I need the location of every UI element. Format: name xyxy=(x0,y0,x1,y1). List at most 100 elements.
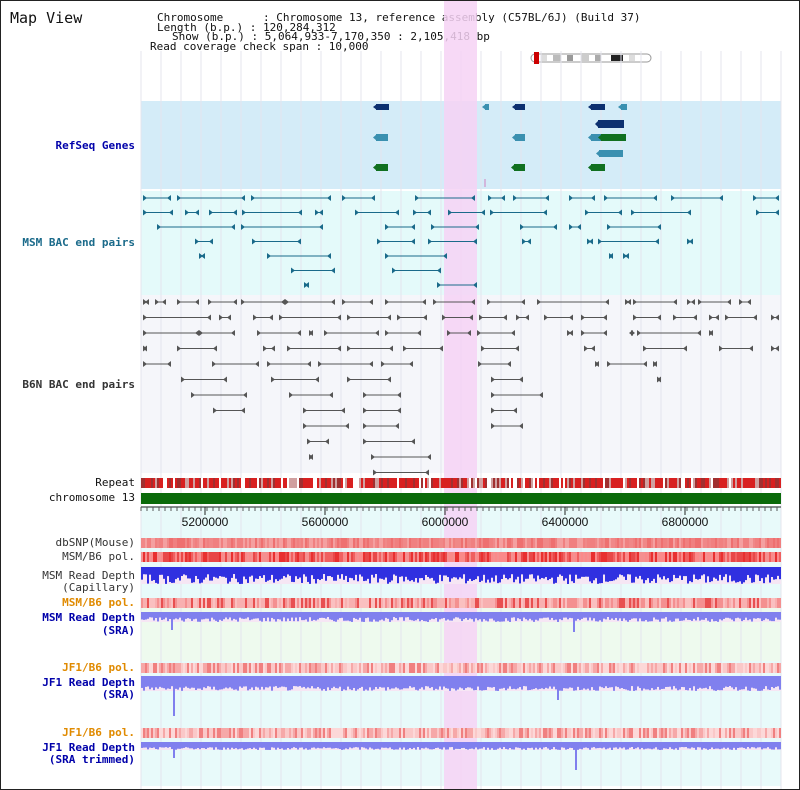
msm-depth-sra-bar xyxy=(759,612,761,619)
track-label-jf1-depth-sra[interactable]: JF1 Read Depth xyxy=(42,676,135,689)
jf1-b6-pol-trim-strip xyxy=(227,728,229,738)
repeat-segment xyxy=(779,478,781,488)
jf1-depth-sra-bar xyxy=(193,676,195,688)
jf1-b6-pol-strip xyxy=(367,663,369,673)
jf1-depth-sra-bar xyxy=(557,676,559,700)
jf1-depth-trim-bar xyxy=(201,742,203,749)
jf1-depth-trim-bar xyxy=(695,742,697,750)
msm-bac-pair-end xyxy=(201,253,205,259)
msm-b6-pol-sra-strip xyxy=(527,598,529,608)
track-label-msm-b6-pol[interactable]: MSM/B6 pol. xyxy=(62,550,135,563)
track-label-jf1-depth-trim[interactable]: JF1 Read Depth xyxy=(42,741,135,754)
msm-depth-sra-bar xyxy=(307,612,309,622)
jf1-depth-sra-bar xyxy=(765,676,767,687)
jf1-b6-pol-strip xyxy=(397,663,399,673)
msm-depth-capillary-bar xyxy=(165,567,167,584)
jf1-b6-pol-trim-strip xyxy=(441,728,443,738)
jf1-b6-pol-strip xyxy=(401,663,403,673)
repeat-segment xyxy=(467,478,469,488)
repeat-segment xyxy=(453,478,455,488)
jf1-b6-pol-trim-strip xyxy=(595,728,597,738)
jf1-depth-trim-bar xyxy=(719,742,721,750)
jf1-b6-pol-strip xyxy=(453,663,455,673)
track-label-dbsnp[interactable]: dbSNP(Mouse) xyxy=(55,536,135,549)
repeat-segment xyxy=(463,478,465,488)
dbsnp-strip xyxy=(735,538,737,548)
jf1-depth-sra-bar xyxy=(233,676,235,690)
jf1-b6-pol-trim-strip xyxy=(349,728,351,738)
jf1-depth-trim-bar xyxy=(233,742,235,749)
msm-depth-sra-bar xyxy=(491,612,493,619)
jf1-b6-pol-strip xyxy=(297,663,299,673)
jf1-b6-pol-trim-strip xyxy=(413,728,415,738)
msm-b6-pol-strip xyxy=(483,552,485,562)
jf1-b6-pol-trim-strip xyxy=(245,728,247,738)
msm-depth-sra-bar xyxy=(653,612,655,618)
jf1-depth-sra-bar xyxy=(673,676,675,687)
jf1-b6-pol-trim-strip xyxy=(541,728,543,738)
msm-depth-sra-bar xyxy=(265,612,267,622)
jf1-depth-trim-bar xyxy=(305,742,307,749)
msm-b6-pol-sra-strip xyxy=(661,598,663,608)
jf1-depth-sra-bar xyxy=(573,676,575,691)
dbsnp-strip xyxy=(705,538,707,548)
track-label-b6n-bac[interactable]: B6N BAC end pairs xyxy=(22,378,135,391)
b6n-bac-pair-end xyxy=(253,314,257,321)
msm-depth-sra-bar xyxy=(581,612,583,619)
refseq-gene xyxy=(599,150,623,157)
dbsnp-strip xyxy=(297,538,299,548)
msm-depth-capillary-bar xyxy=(161,567,163,575)
msm-depth-sra-bar xyxy=(751,612,753,622)
jf1-depth-sra-bar xyxy=(441,676,443,690)
track-label-msm-b6-pol-sra[interactable]: MSM/B6 pol. xyxy=(62,596,135,609)
track-label-msm-bac[interactable]: MSM BAC end pairs xyxy=(22,236,135,249)
jf1-depth-sra-bar xyxy=(459,676,461,688)
jf1-b6-pol-strip xyxy=(513,663,515,673)
jf1-b6-pol-strip xyxy=(571,663,573,673)
msm-b6-pol-sra-strip xyxy=(429,598,431,608)
jf1-b6-pol-trim-strip xyxy=(501,728,503,738)
jf1-b6-pol-trim-strip xyxy=(385,728,387,738)
msm-depth-sra-bar xyxy=(327,612,329,618)
jf1-depth-sra-bar xyxy=(417,676,419,691)
jf1-depth-sra-bar xyxy=(661,676,663,689)
msm-depth-capillary-bar xyxy=(687,567,689,584)
repeat-segment xyxy=(433,478,435,488)
msm-b6-pol-sra-strip xyxy=(481,598,483,608)
jf1-depth-sra-bar xyxy=(559,676,561,691)
msm-depth-capillary-bar xyxy=(295,567,297,577)
repeat-segment xyxy=(469,478,471,488)
msm-depth-capillary-bar xyxy=(363,567,365,582)
track-label-msm-depth-capillary[interactable]: MSM Read Depth xyxy=(42,569,135,582)
msm-b6-pol-strip xyxy=(611,552,613,562)
msm-b6-pol-strip xyxy=(599,552,601,562)
jf1-depth-trim-bar xyxy=(239,742,241,749)
gene-arrow xyxy=(595,120,599,128)
track-label-jf1-b6-pol[interactable]: JF1/B6 pol. xyxy=(62,661,135,674)
msm-depth-capillary-bar xyxy=(779,567,781,580)
dbsnp-strip xyxy=(533,538,535,548)
jf1-b6-pol-strip xyxy=(223,663,225,673)
dbsnp-strip xyxy=(457,538,459,548)
jf1-b6-pol-strip xyxy=(761,663,763,673)
jf1-depth-trim-bar xyxy=(545,742,547,748)
msm-depth-sra-bar xyxy=(587,612,589,621)
track-label-jf1-b6-pol-trim[interactable]: JF1/B6 pol. xyxy=(62,726,135,739)
msm-bac-pair-end xyxy=(377,238,381,245)
msm-depth-sra-bar xyxy=(641,612,643,622)
msm-depth-capillary-bar xyxy=(485,567,487,583)
msm-b6-pol-strip xyxy=(707,552,709,562)
msm-b6-pol-sra-strip xyxy=(167,598,169,608)
jf1-b6-pol-trim-strip xyxy=(719,728,721,738)
b6n-bac-pair-end xyxy=(521,299,525,305)
msm-b6-pol-sra-strip xyxy=(579,598,581,608)
msm-b6-pol-sra-strip xyxy=(417,598,419,608)
track-label-msm-depth-capillary-sub: (Capillary) xyxy=(62,581,135,594)
msm-depth-capillary-bar xyxy=(465,567,467,584)
jf1-depth-trim-bar xyxy=(321,742,323,749)
track-label-refseq[interactable]: RefSeq Genes xyxy=(55,139,135,152)
msm-depth-sra-bar xyxy=(699,612,701,621)
dbsnp-strip xyxy=(405,538,407,548)
track-label-msm-depth-sra[interactable]: MSM Read Depth xyxy=(42,611,135,624)
